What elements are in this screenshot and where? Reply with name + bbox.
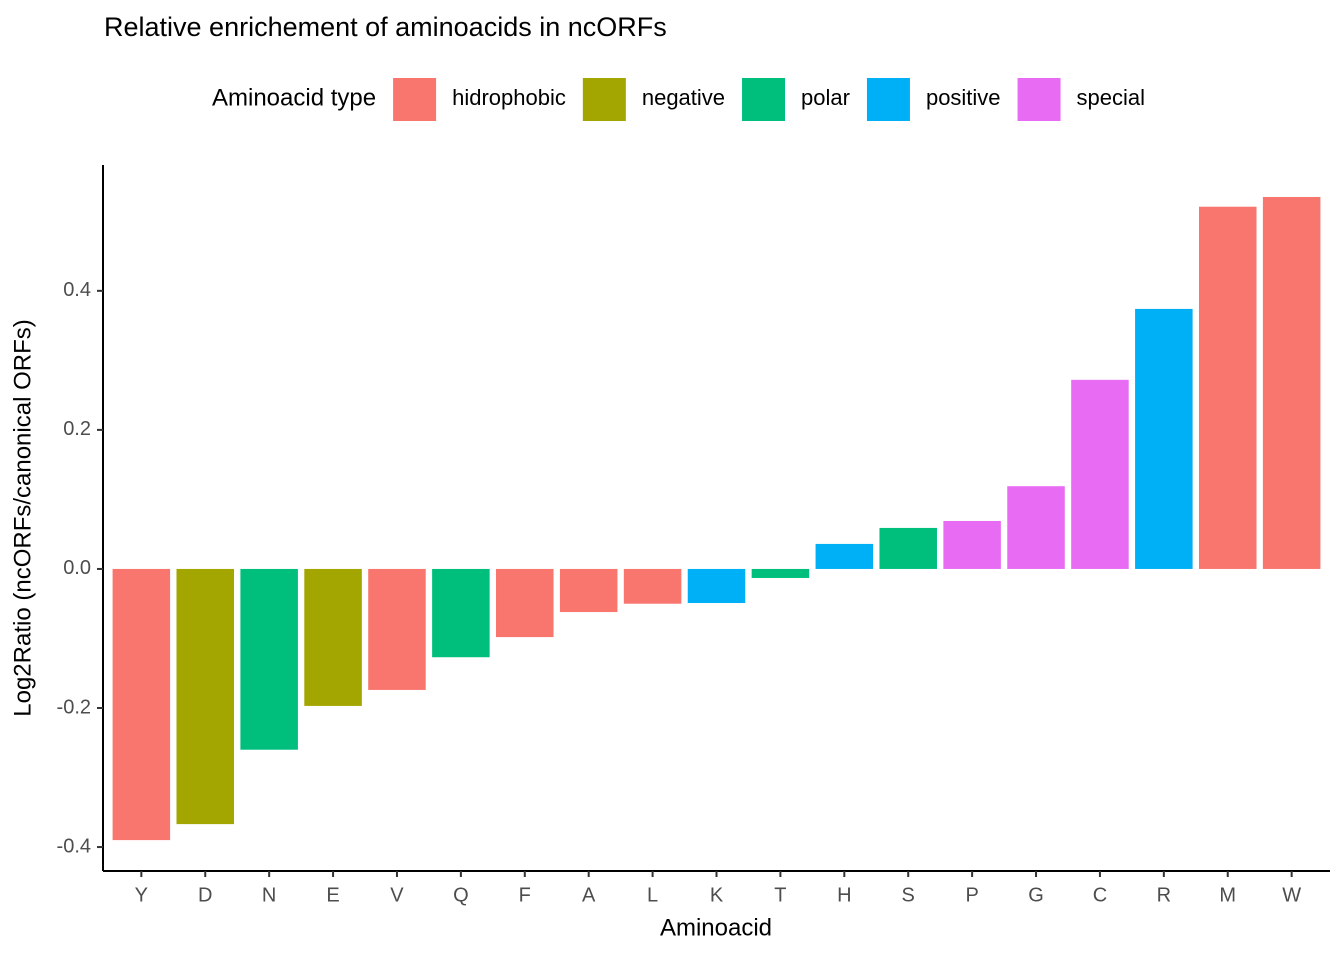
x-tick-label: N bbox=[262, 884, 276, 906]
bar bbox=[112, 568, 171, 841]
bar bbox=[1007, 486, 1065, 569]
x-tick-label: M bbox=[1219, 884, 1236, 906]
bar bbox=[176, 568, 235, 825]
x-tick-label: K bbox=[710, 884, 724, 906]
y-tick-label: 0.0 bbox=[63, 557, 91, 579]
y-tick-label: 0.4 bbox=[63, 279, 91, 301]
chart-title: Relative enrichement of aminoacids in nc… bbox=[104, 12, 667, 42]
x-tick-label: V bbox=[390, 884, 404, 906]
legend-label: negative bbox=[642, 85, 725, 110]
x-tick-label: Q bbox=[453, 884, 469, 906]
x-tick-label: L bbox=[647, 884, 658, 906]
x-tick-label: Y bbox=[135, 884, 148, 906]
bar bbox=[815, 543, 874, 569]
bar bbox=[304, 568, 362, 706]
y-tick-label: -0.4 bbox=[57, 835, 91, 857]
x-tick-label: R bbox=[1157, 884, 1171, 906]
bar bbox=[623, 568, 682, 604]
bar bbox=[496, 568, 554, 638]
bar bbox=[751, 568, 810, 578]
bar bbox=[687, 568, 746, 604]
y-axis-title: Log2Ratio (ncORFs/canonical ORFs) bbox=[9, 319, 36, 716]
legend-label: hidrophobic bbox=[452, 85, 566, 110]
x-tick-label: C bbox=[1093, 884, 1107, 906]
bar bbox=[943, 520, 1001, 569]
legend-label: polar bbox=[801, 85, 850, 110]
legend-label: positive bbox=[926, 85, 1001, 110]
bar bbox=[1198, 206, 1257, 569]
legend-key bbox=[1017, 78, 1061, 121]
x-tick-label: A bbox=[582, 884, 596, 906]
bar bbox=[1071, 379, 1129, 569]
y-tick-label: -0.2 bbox=[57, 696, 91, 718]
y-tick-label: 0.2 bbox=[63, 418, 91, 440]
legend-label: special bbox=[1077, 85, 1145, 110]
legend-key bbox=[742, 78, 786, 121]
x-tick-label: T bbox=[774, 884, 786, 906]
bar bbox=[879, 527, 937, 569]
bar bbox=[559, 568, 618, 613]
bar bbox=[240, 568, 298, 750]
x-tick-label: S bbox=[902, 884, 915, 906]
x-tick-label: F bbox=[519, 884, 531, 906]
legend-key bbox=[393, 78, 437, 121]
x-tick-label: D bbox=[198, 884, 212, 906]
x-tick-label: P bbox=[965, 884, 978, 906]
x-tick-label: H bbox=[837, 884, 851, 906]
legend-key bbox=[866, 78, 910, 121]
bar bbox=[1262, 196, 1321, 569]
legend-title: Aminoacid type bbox=[212, 84, 376, 111]
bar bbox=[432, 568, 490, 658]
x-tick-label: G bbox=[1028, 884, 1044, 906]
x-axis-title: Aminoacid bbox=[660, 914, 772, 941]
bar bbox=[1135, 308, 1193, 569]
x-tick-label: E bbox=[326, 884, 339, 906]
x-tick-label: W bbox=[1282, 884, 1301, 906]
legend-key bbox=[582, 78, 626, 121]
bar bbox=[368, 568, 426, 690]
